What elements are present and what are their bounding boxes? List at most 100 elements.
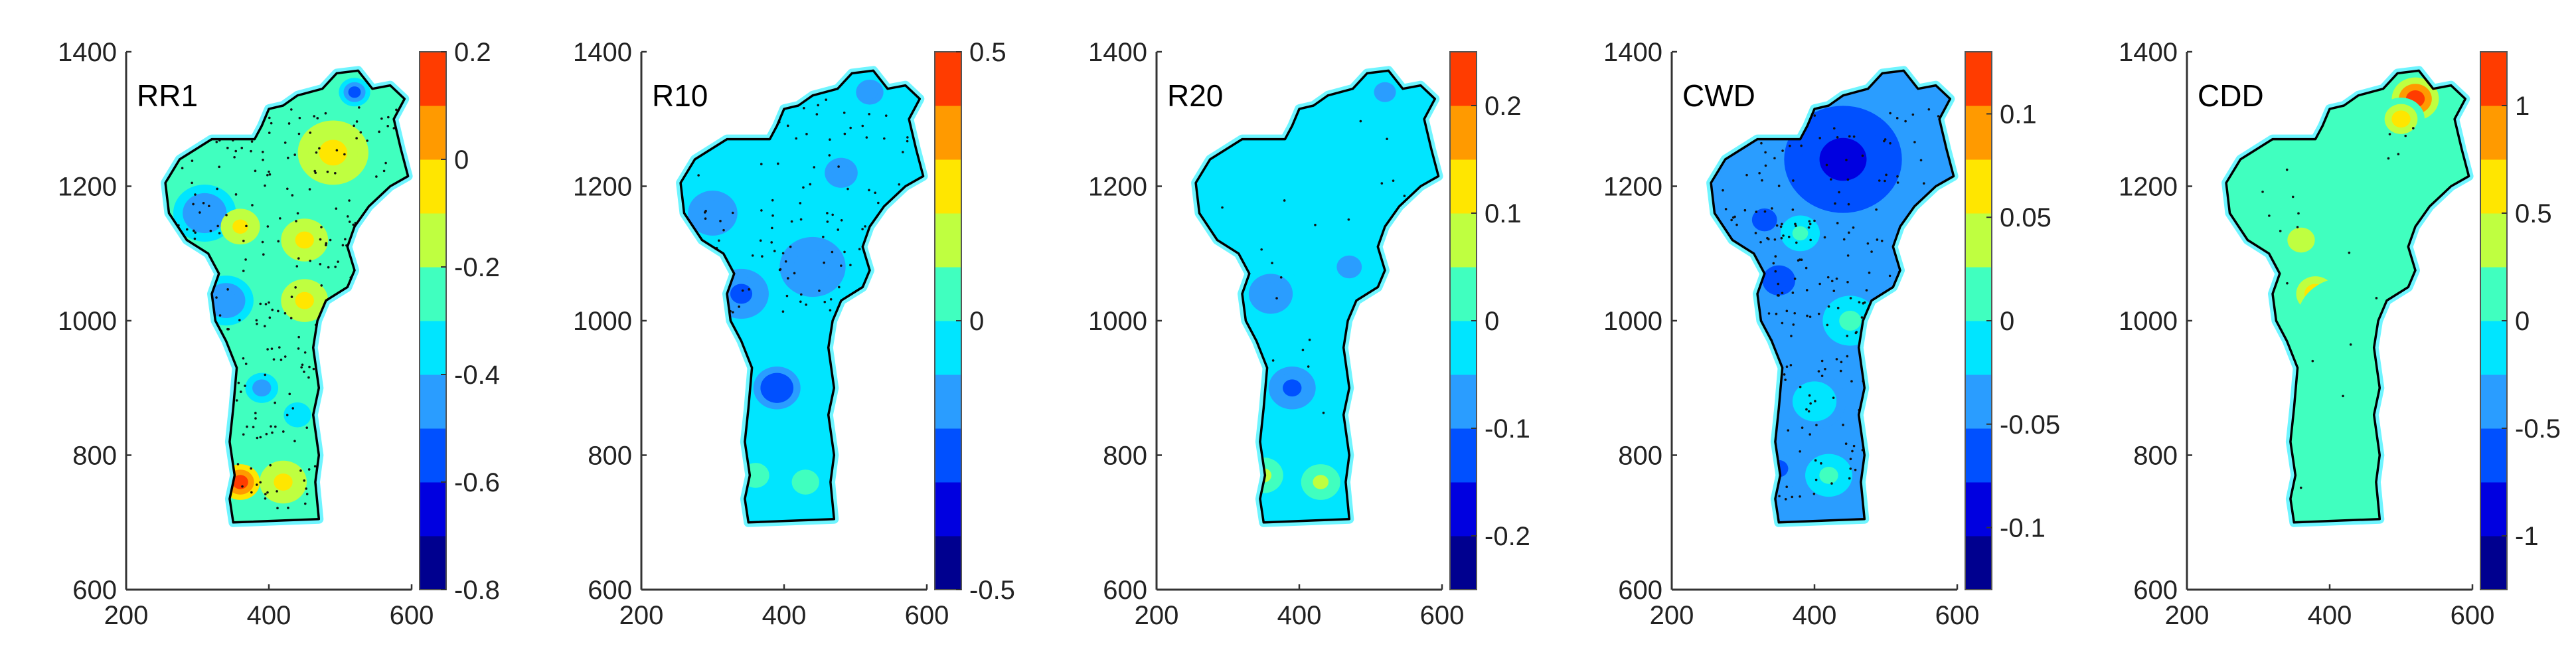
stipple-dot bbox=[2286, 282, 2289, 285]
stipple-dot bbox=[1941, 213, 1943, 216]
stipple-dot bbox=[382, 169, 386, 173]
stipple-dot bbox=[264, 373, 267, 376]
stipple-dot bbox=[380, 404, 383, 406]
stipple-dot bbox=[280, 359, 283, 361]
y-tick-label: 800 bbox=[1618, 442, 1662, 471]
stipple-dot bbox=[290, 295, 293, 298]
stipple-dot bbox=[233, 155, 236, 159]
stipple-dot bbox=[240, 390, 242, 393]
stipple-dot bbox=[1949, 290, 1951, 293]
colorbar-segment bbox=[935, 106, 961, 160]
stipple-dot bbox=[337, 384, 341, 387]
stipple-dot bbox=[269, 463, 272, 467]
stipple-dot bbox=[1206, 473, 1210, 477]
stipple-dot bbox=[1795, 224, 1797, 227]
stipple-dot bbox=[1749, 261, 1752, 264]
stipple-dot bbox=[1939, 206, 1942, 209]
colorbar-tick-label: -0.8 bbox=[454, 576, 500, 605]
stipple-dot bbox=[199, 211, 201, 214]
stipple-dot bbox=[1823, 236, 1826, 239]
stipple-dot bbox=[1815, 424, 1818, 426]
stipple-dot bbox=[366, 139, 368, 142]
stipple-dot bbox=[1791, 495, 1794, 499]
stipple-dot bbox=[826, 212, 829, 214]
field-feature bbox=[1313, 475, 1329, 489]
stipple-dot bbox=[1761, 179, 1763, 182]
stipple-dot bbox=[912, 219, 915, 222]
stipple-dot bbox=[394, 218, 396, 221]
stipple-dot bbox=[1890, 374, 1893, 377]
x-tick-label: 600 bbox=[1420, 601, 1465, 630]
stipple-dot bbox=[334, 266, 337, 268]
stipple-dot bbox=[884, 114, 888, 117]
stipple-dot bbox=[1907, 230, 1910, 232]
panel-title: CDD bbox=[2198, 78, 2264, 113]
stipple-dot bbox=[277, 240, 280, 243]
stipple-dot bbox=[2397, 153, 2400, 155]
stipple-dot bbox=[761, 255, 764, 258]
colorbar-tick-label: 0.5 bbox=[969, 38, 1006, 67]
stipple-dot bbox=[242, 357, 245, 360]
stipple-dot bbox=[1809, 238, 1812, 242]
stipple-dot bbox=[218, 314, 222, 317]
stipple-dot bbox=[1909, 266, 1913, 269]
stipple-dot bbox=[1791, 208, 1795, 211]
stipple-dot bbox=[868, 113, 870, 116]
stipple-dot bbox=[402, 205, 404, 208]
stipple-dot bbox=[356, 468, 359, 471]
stipple-dot bbox=[703, 211, 706, 214]
stipple-dot bbox=[2291, 195, 2294, 199]
stipple-dot bbox=[1734, 353, 1737, 356]
stipple-dot bbox=[283, 311, 287, 315]
stipple-dot bbox=[382, 450, 384, 454]
colorbar-segment bbox=[935, 213, 961, 268]
stipple-dot bbox=[383, 278, 386, 281]
stipple-dot bbox=[1928, 337, 1931, 340]
stipple-dot bbox=[2349, 343, 2352, 346]
stipple-dot bbox=[256, 436, 259, 440]
stipple-dot bbox=[278, 217, 282, 220]
stipple-dot bbox=[1753, 504, 1757, 507]
stipple-dot bbox=[254, 417, 257, 420]
stipple-dot bbox=[1840, 361, 1843, 364]
stipple-dot bbox=[331, 462, 333, 465]
stipple-dot bbox=[344, 238, 347, 241]
stipple-dot bbox=[289, 317, 293, 319]
stipple-dot bbox=[1941, 497, 1944, 500]
field-feature bbox=[1258, 282, 1283, 305]
field-feature bbox=[232, 475, 248, 489]
stipple-dot bbox=[1830, 482, 1833, 485]
field-feature bbox=[319, 139, 348, 166]
colorbar-segment bbox=[935, 52, 961, 106]
stipple-dot bbox=[237, 381, 240, 384]
colorbar-segment bbox=[935, 321, 961, 375]
stipple-dot bbox=[367, 295, 370, 298]
stipple-dot bbox=[178, 382, 181, 385]
stipple-dot bbox=[240, 147, 244, 149]
stipple-dot bbox=[1925, 323, 1928, 325]
stipple-dot bbox=[1741, 334, 1745, 337]
colorbar-segment bbox=[2480, 159, 2507, 214]
stipple-dot bbox=[1799, 385, 1802, 388]
stipple-dot bbox=[1785, 485, 1788, 489]
stipple-dot bbox=[297, 347, 300, 350]
stipple-dot bbox=[244, 258, 247, 261]
y-tick-label: 1200 bbox=[2119, 173, 2178, 202]
stipple-dot bbox=[1868, 272, 1871, 274]
stipple-dot bbox=[1376, 351, 1379, 353]
stipple-dot bbox=[809, 183, 812, 186]
colorbar-segment bbox=[935, 428, 961, 483]
stipple-dot bbox=[1760, 141, 1763, 145]
stipple-dot bbox=[210, 274, 212, 277]
stipple-dot bbox=[1812, 492, 1816, 495]
stipple-dot bbox=[2296, 226, 2299, 228]
stipple-dot bbox=[1852, 444, 1856, 448]
stipple-dot bbox=[297, 257, 300, 260]
stipple-dot bbox=[1830, 280, 1834, 283]
stipple-dot bbox=[1882, 403, 1886, 406]
stipple-dot bbox=[1749, 114, 1752, 117]
stipple-dot bbox=[1934, 293, 1937, 296]
stipple-dot bbox=[2254, 373, 2257, 376]
field-feature bbox=[793, 250, 832, 284]
stipple-dot bbox=[1874, 445, 1877, 448]
